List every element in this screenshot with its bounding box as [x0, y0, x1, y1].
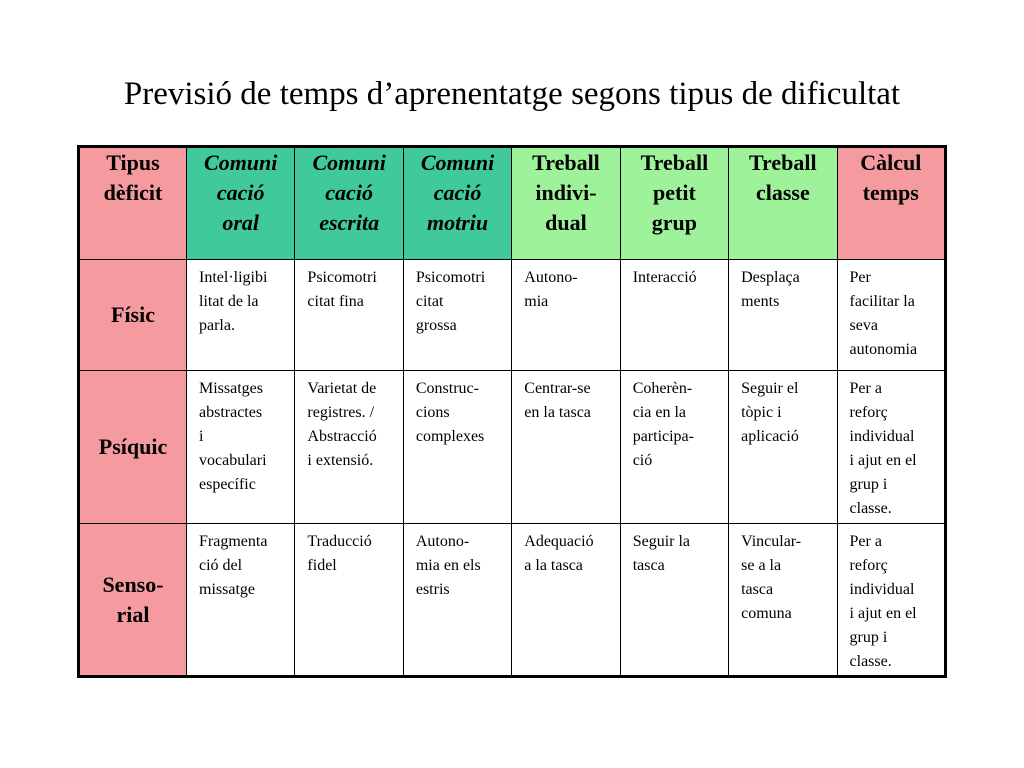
table-cell: Interacció — [619, 259, 730, 371]
table-cell: Seguir la tasca — [619, 523, 730, 677]
table-header-row: Tipus dèficit Comuni cació oral Comuni cació… — [78, 146, 947, 260]
table-cell: Missatges abstractes i vocabulari específic — [185, 370, 296, 524]
header-treball-individual: Treball indivi-dual — [511, 146, 621, 260]
table-cell: Per facilitar la seva autonomia — [836, 259, 947, 371]
table-cell: Intel·ligibi litat de la parla. — [185, 259, 296, 371]
header-comunicacio-escrita: Comuni cació escrita — [294, 146, 404, 260]
table-cell: Autono-mia en els estris — [402, 523, 513, 677]
table-cell: Adequació a la tasca — [511, 523, 621, 677]
table-cell: Traducció fidel — [294, 523, 404, 677]
table-cell: Autono-mia — [511, 259, 621, 371]
table-cell: Fragmenta ció del missatge — [185, 523, 296, 677]
table-cell: Construc-cions complexes — [402, 370, 513, 524]
table-cell: Varietat de registres. / Abstracció i exten… — [294, 370, 404, 524]
table-row: Físic Intel·ligibi litat de la parla. Psic… — [78, 259, 947, 371]
table-cell: Seguir el tòpic i aplicació — [728, 370, 838, 524]
header-comunicacio-motriu: Comuni cació motriu — [402, 146, 513, 260]
table-cell: Desplaça ments — [728, 259, 838, 371]
header-calcul-temps: Càlcul temps — [836, 146, 947, 260]
table-cell: Coherèn-cia en la participa-ció — [619, 370, 730, 524]
table-cell: Vincular-se a la tasca comuna — [728, 523, 838, 677]
header-tipus-deficit: Tipus dèficit — [78, 146, 187, 260]
table-row: Psíquic Missatges abstractes i vocabulari es… — [78, 370, 947, 524]
page-title: Previsió de temps d’aprenentatge segons … — [123, 76, 901, 112]
header-comunicacio-oral: Comuni cació oral — [185, 146, 296, 260]
row-label-sensorial: Senso-rial — [78, 523, 187, 677]
row-label-psiquic: Psíquic — [78, 370, 187, 524]
table-cell: Psicomotri citat grossa — [402, 259, 513, 371]
header-treball-petit-grup: Treball petit grup — [619, 146, 730, 260]
difficulty-table: Tipus dèficit Comuni cació oral Comuni cació… — [77, 145, 947, 678]
header-treball-classe: Treball classe — [728, 146, 838, 260]
row-label-fisic: Físic — [78, 259, 187, 371]
table-cell: Psicomotri citat fina — [294, 259, 404, 371]
table-cell: Centrar-se en la tasca — [511, 370, 621, 524]
table-row: Senso-rial Fragmenta ció del missatge Trad… — [78, 523, 947, 677]
